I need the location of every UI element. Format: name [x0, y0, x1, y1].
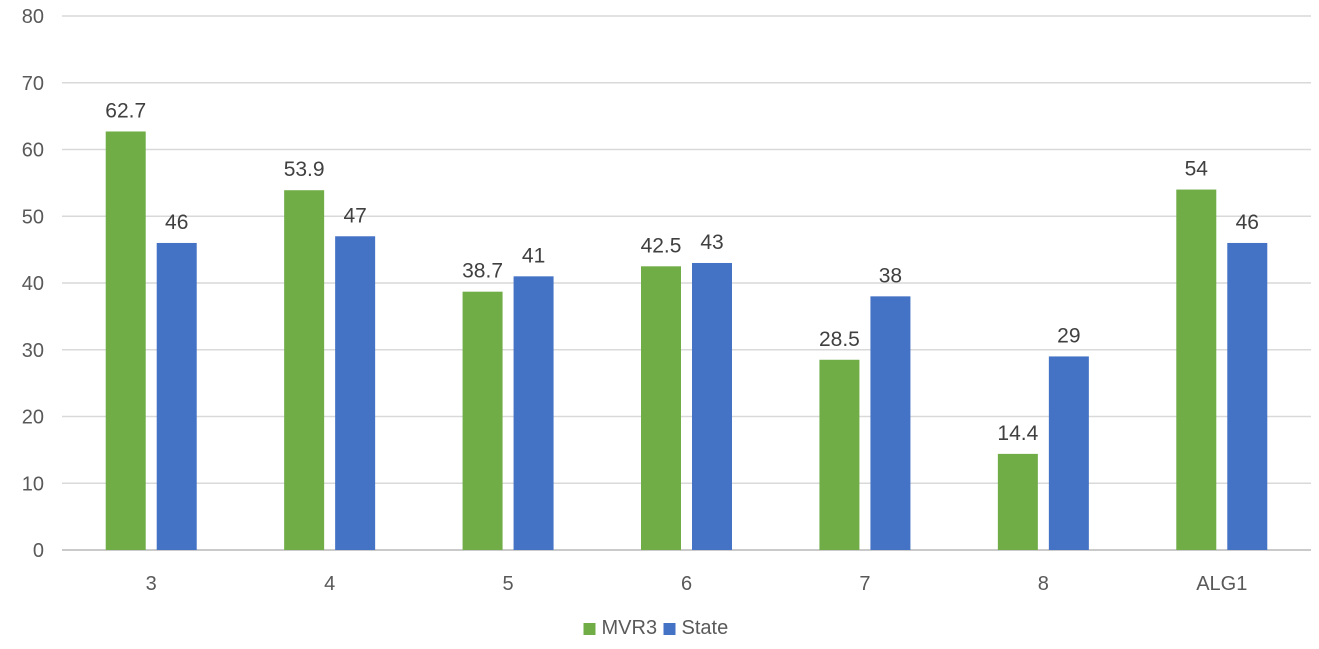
- x-tick-label: 7: [859, 573, 870, 595]
- legend-swatch-mvr3: [583, 623, 596, 635]
- bar-mvr3-5: [462, 291, 503, 550]
- data-labels: 62.7 46 53.9 47 38.7 41 42.5 43 28.5 38 14.4 29 54 46: [105, 99, 1259, 444]
- bar-mvr3-7: [819, 359, 860, 550]
- bar-state-8: [1048, 356, 1089, 550]
- data-label: 53.9: [284, 158, 325, 181]
- bar-state-7: [870, 296, 911, 550]
- x-tick-label: 8: [1038, 573, 1049, 595]
- bar-state-alg1: [1227, 242, 1268, 550]
- data-label: 29: [1057, 324, 1080, 347]
- y-axis-ticks: 0 10 20 30 40 50 60 70 80: [22, 6, 44, 562]
- x-tick-label: 5: [503, 573, 514, 595]
- data-label: 42.5: [641, 234, 682, 257]
- bar-state-3: [156, 242, 197, 550]
- legend-label-state: State: [682, 617, 729, 639]
- bar-mvr3-4: [284, 190, 325, 550]
- x-tick-label: 4: [324, 573, 335, 595]
- data-label: 38: [879, 264, 902, 287]
- y-tick-label: 50: [22, 206, 44, 228]
- y-tick-label: 30: [22, 340, 44, 362]
- bar-mvr3-alg1: [1176, 189, 1217, 551]
- data-label: 38.7: [462, 260, 503, 283]
- bar-state-6: [692, 262, 732, 550]
- y-tick-label: 20: [22, 407, 44, 429]
- bar-state-5: [513, 276, 554, 550]
- data-label: 43: [700, 231, 723, 254]
- y-tick-label: 40: [22, 273, 44, 295]
- data-label: 14.4: [997, 422, 1038, 445]
- legend: MVR3 State: [583, 617, 729, 639]
- y-tick-label: 0: [33, 540, 44, 562]
- legend-swatch-state: [663, 623, 676, 635]
- x-tick-label: ALG1: [1196, 573, 1247, 595]
- y-tick-label: 70: [22, 73, 44, 95]
- y-tick-label: 60: [22, 140, 44, 162]
- data-label: 41: [522, 244, 545, 267]
- y-tick-label: 80: [22, 6, 44, 28]
- y-tick-label: 10: [22, 473, 44, 495]
- legend-label-mvr3: MVR3: [602, 617, 658, 639]
- data-label: 46: [1236, 211, 1259, 234]
- x-tick-label: 3: [146, 573, 157, 595]
- data-label: 62.7: [105, 99, 146, 122]
- bar-state-4: [335, 236, 376, 550]
- bar-mvr3-6: [641, 266, 681, 550]
- data-label: 47: [343, 204, 366, 227]
- bar-mvr3-3: [105, 131, 146, 551]
- gridlines: [62, 15, 1311, 551]
- x-tick-label: 6: [681, 573, 692, 595]
- bar-mvr3-8: [997, 453, 1038, 550]
- data-label: 46: [165, 211, 188, 234]
- x-axis-ticks: 3 4 5 6 7 8 ALG1: [146, 573, 1248, 595]
- bars: [105, 131, 1268, 551]
- data-label: 28.5: [819, 328, 860, 351]
- data-label: 54: [1185, 158, 1209, 181]
